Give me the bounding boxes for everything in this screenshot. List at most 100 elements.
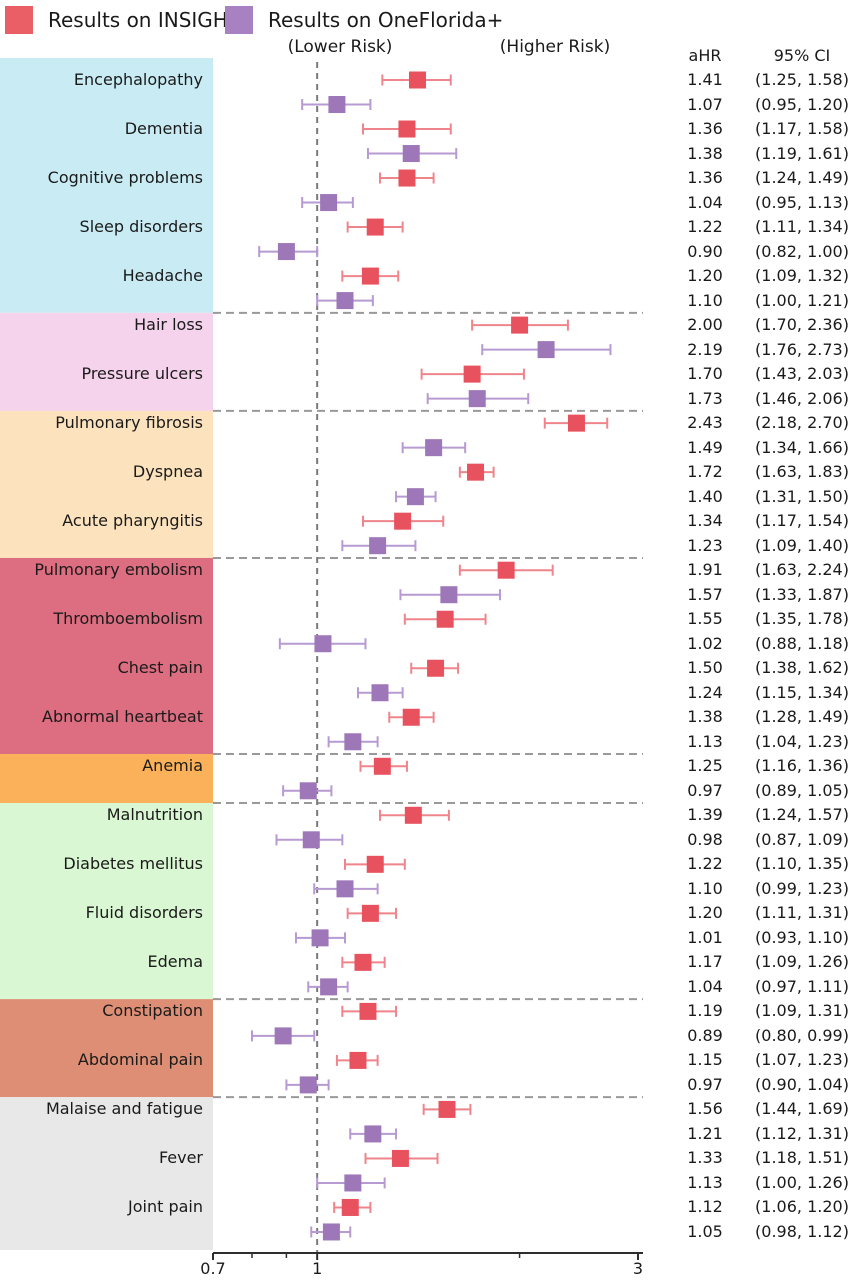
oneflorida-legend-label: Results on OneFlorida+: [268, 8, 504, 32]
ci-value: (0.97, 1.11): [755, 976, 849, 996]
ahr-value: 1.04: [687, 192, 723, 212]
marker-INSIGHT: [402, 708, 420, 726]
lower-risk-label: (Lower Risk): [287, 37, 393, 57]
ci-value: (1.63, 2.24): [755, 560, 849, 580]
group-band: [0, 58, 213, 313]
ahr-value: 1.38: [687, 707, 723, 727]
group-band: [0, 754, 213, 804]
ci-value: (1.19, 1.61): [755, 143, 849, 163]
ci-value: (1.00, 1.21): [755, 290, 849, 310]
marker-INSIGHT: [436, 610, 454, 628]
ci-value: (1.11, 1.31): [755, 903, 849, 923]
ahr-value: 1.22: [687, 217, 723, 237]
marker-INSIGHT: [366, 855, 384, 873]
marker-INSIGHT: [427, 659, 445, 677]
marker-INSIGHT: [341, 1198, 359, 1216]
marker-OneFlorida+: [299, 782, 317, 800]
marker-INSIGHT: [366, 218, 384, 236]
ahr-value: 0.90: [687, 241, 723, 261]
ci-value: (1.34, 1.66): [755, 437, 849, 457]
ci-value: (1.09, 1.32): [755, 266, 849, 286]
condition-label: Abnormal heartbeat: [42, 707, 203, 727]
marker-OneFlorida+: [425, 439, 443, 457]
condition-label: Chest pain: [117, 658, 203, 678]
ahr-value: 1.40: [687, 486, 723, 506]
ci-value: (1.10, 1.35): [755, 854, 849, 874]
condition-label: Thromboembolism: [53, 609, 203, 629]
ci-value: (0.82, 1.00): [755, 241, 849, 261]
marker-OneFlorida+: [440, 586, 458, 604]
marker-INSIGHT: [349, 1051, 367, 1069]
ahr-value: 1.33: [687, 1148, 723, 1168]
ci-column-header: 95% CI: [773, 46, 831, 65]
marker-OneFlorida+: [336, 292, 354, 310]
ahr-value: 0.97: [687, 780, 723, 800]
ahr-value: 1.38: [687, 143, 723, 163]
group-band: [0, 557, 213, 755]
ahr-value: 1.22: [687, 854, 723, 874]
group-band: [0, 803, 213, 1000]
condition-label: Acute pharyngitis: [62, 511, 203, 531]
oneflorida-legend-swatch: [225, 6, 253, 34]
ahr-value: 1.91: [687, 560, 723, 580]
ci-value: (1.09, 1.31): [755, 1001, 849, 1021]
ahr-value: 2.19: [687, 339, 723, 359]
marker-OneFlorida+: [320, 194, 338, 212]
ci-value: (1.46, 2.06): [755, 388, 849, 408]
ahr-value: 2.43: [687, 413, 723, 433]
marker-INSIGHT: [394, 512, 412, 530]
marker-OneFlorida+: [344, 1174, 362, 1192]
marker-OneFlorida+: [277, 243, 295, 261]
condition-label: Fever: [158, 1148, 203, 1168]
x-axis-tick-label: 3: [632, 1259, 644, 1278]
ahr-value: 1.20: [687, 266, 723, 286]
marker-OneFlorida+: [311, 929, 329, 947]
ahr-value: 1.41: [687, 70, 723, 89]
ahr-value: 1.23: [687, 535, 723, 555]
condition-label: Diabetes mellitus: [63, 854, 203, 874]
ci-value: (0.80, 0.99): [755, 1025, 849, 1045]
ahr-value: 1.49: [687, 437, 723, 457]
ci-value: (1.07, 1.23): [755, 1050, 849, 1070]
marker-INSIGHT: [354, 953, 372, 971]
ahr-value: 1.73: [687, 388, 723, 408]
ahr-value: 1.04: [687, 976, 723, 996]
condition-label: Malaise and fatigue: [45, 1099, 203, 1119]
ci-value: (1.11, 1.34): [755, 217, 849, 237]
ahr-value: 1.21: [687, 1123, 723, 1143]
ahr-value: 1.56: [687, 1099, 723, 1119]
marker-INSIGHT: [391, 1149, 409, 1167]
condition-label: Hair loss: [134, 315, 203, 335]
ahr-column-header: aHR: [688, 46, 722, 65]
ahr-value: 0.98: [687, 829, 723, 849]
ci-value: (1.38, 1.62): [755, 658, 849, 678]
condition-label: Constipation: [102, 1001, 203, 1021]
ci-value: (0.98, 1.12): [755, 1221, 849, 1241]
marker-INSIGHT: [511, 316, 529, 334]
ahr-value: 1.24: [687, 682, 723, 702]
marker-INSIGHT: [567, 414, 585, 432]
ci-value: (0.95, 1.20): [755, 94, 849, 114]
ci-value: (1.24, 1.49): [755, 168, 849, 188]
ahr-value: 1.13: [687, 1172, 723, 1192]
condition-label: Pulmonary embolism: [34, 560, 203, 580]
insight-legend-swatch: [5, 6, 33, 34]
ahr-value: 1.05: [687, 1221, 723, 1241]
higher-risk-label: (Higher Risk): [499, 37, 611, 57]
condition-label: Joint pain: [128, 1197, 203, 1217]
ahr-value: 1.02: [687, 633, 723, 653]
marker-OneFlorida+: [336, 880, 354, 898]
ci-value: (1.15, 1.34): [755, 682, 849, 702]
ahr-value: 1.34: [687, 511, 723, 531]
ahr-value: 1.55: [687, 609, 723, 629]
ci-value: (1.44, 1.69): [755, 1099, 849, 1119]
ci-value: (1.00, 1.26): [755, 1172, 849, 1192]
ahr-value: 1.19: [687, 1001, 723, 1021]
ci-value: (1.18, 1.51): [755, 1148, 849, 1168]
ci-value: (1.25, 1.58): [755, 70, 849, 89]
x-axis-tick-label: 0.7: [200, 1259, 226, 1278]
ahr-value: 1.15: [687, 1050, 723, 1070]
ci-value: (0.89, 1.05): [755, 780, 849, 800]
ci-value: (1.16, 1.36): [755, 756, 849, 776]
